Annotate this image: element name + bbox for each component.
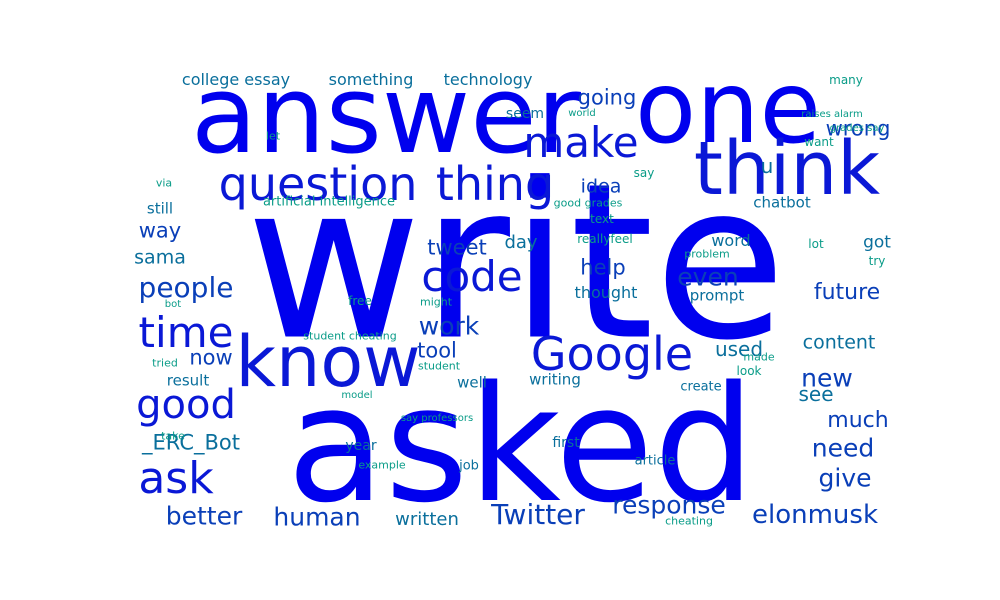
- word: text: [590, 212, 614, 226]
- word: question: [218, 157, 418, 211]
- word: college essay: [181, 70, 291, 89]
- word: Google: [530, 327, 694, 381]
- word: year: [345, 438, 377, 454]
- word: sama: [134, 246, 186, 269]
- word: world: [568, 108, 596, 119]
- word: now: [189, 345, 233, 370]
- word: help: [580, 255, 626, 280]
- word: think: [693, 126, 881, 212]
- word: first: [552, 435, 580, 451]
- word: u: [760, 154, 774, 178]
- word: example: [358, 458, 406, 472]
- word: know: [235, 321, 421, 403]
- word: see: [798, 382, 834, 406]
- word: idea: [580, 175, 622, 198]
- word: take: [161, 429, 185, 443]
- word: elonmusk: [751, 500, 879, 530]
- word: seem: [505, 106, 545, 122]
- word: student: [417, 359, 461, 373]
- word: time: [138, 308, 234, 357]
- word: raises alarm: [801, 109, 863, 120]
- word: much: [827, 408, 889, 433]
- word: cheating: [665, 514, 713, 528]
- word: answer: [190, 53, 582, 178]
- word: code: [421, 252, 523, 301]
- word: going: [577, 85, 637, 110]
- word: make: [523, 118, 639, 167]
- word: give: [818, 463, 872, 493]
- word: content: [802, 331, 876, 354]
- word: via: [155, 176, 173, 190]
- word: need: [811, 433, 875, 463]
- word: say: [633, 166, 655, 180]
- word: problem: [684, 247, 730, 261]
- word: might: [419, 295, 453, 309]
- word: technology: [443, 70, 533, 89]
- word: one: [634, 49, 822, 166]
- word: way: [138, 218, 182, 243]
- word: better: [165, 501, 243, 531]
- word: student cheating: [303, 329, 397, 343]
- word: work: [418, 311, 480, 341]
- word: try: [868, 254, 886, 268]
- word: day: [504, 232, 538, 253]
- word: free: [348, 294, 372, 308]
- word: got: [863, 232, 891, 253]
- word: article: [634, 453, 676, 469]
- word: artificial intelligence: [262, 194, 396, 210]
- word: job: [459, 458, 479, 474]
- word: lot: [808, 237, 824, 251]
- word: good grades: [553, 196, 623, 210]
- word: good: [136, 382, 236, 428]
- word: something: [328, 70, 414, 89]
- word: create: [680, 379, 722, 395]
- word: tweet: [427, 235, 487, 260]
- word: new: [801, 363, 853, 393]
- word: prompt: [689, 286, 745, 305]
- word: used: [714, 337, 764, 361]
- word: asked: [286, 351, 756, 538]
- word: future: [813, 280, 881, 305]
- word: human: [273, 502, 361, 532]
- word: tried: [152, 356, 178, 370]
- word: even: [677, 262, 739, 292]
- word: response: [612, 490, 726, 520]
- word: look: [736, 364, 762, 378]
- word: written: [395, 509, 459, 530]
- word: reallyfeel: [577, 232, 633, 246]
- word: _ERC_Bot: [142, 430, 240, 455]
- word: chatbot: [753, 193, 811, 212]
- word: bot: [164, 299, 182, 310]
- word: model: [341, 390, 373, 401]
- word: writing: [529, 370, 581, 389]
- word: people: [138, 271, 234, 304]
- word: well: [457, 373, 487, 392]
- word: let: [265, 129, 281, 143]
- word: want: [804, 135, 834, 149]
- word: result: [166, 371, 210, 390]
- word: thing: [435, 157, 555, 211]
- word: made: [743, 350, 775, 364]
- word: tool: [417, 338, 457, 363]
- word: Twitter: [491, 498, 585, 531]
- word: write: [245, 136, 787, 388]
- word: still: [146, 199, 174, 218]
- word: wrong: [825, 116, 891, 141]
- word: many: [829, 73, 863, 87]
- word: grades say: [829, 123, 885, 134]
- word: word: [711, 231, 751, 250]
- word: ask: [138, 453, 214, 504]
- word: thought: [574, 283, 638, 302]
- word: say professors: [400, 413, 474, 424]
